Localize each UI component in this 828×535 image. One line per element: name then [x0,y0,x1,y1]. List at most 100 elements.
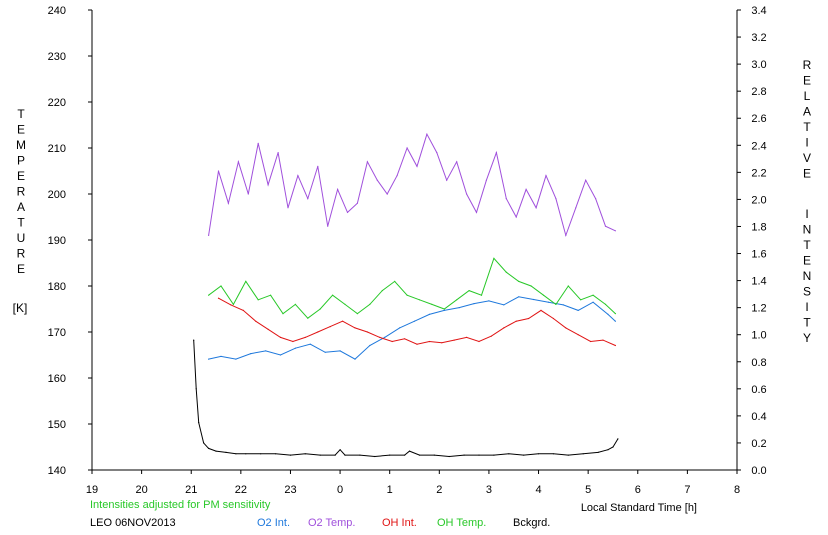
data-point-bckgrd [607,449,609,451]
data-point-o2-temp [456,161,458,163]
data-point-o2-int [384,336,386,338]
data-point-oh-int [503,327,505,329]
data-point-oh-temp [418,299,421,301]
left-tick-label: 190 [48,235,66,247]
data-point-bckgrd [245,453,247,455]
data-point-o2-temp [575,207,577,209]
sensitivity-note: Intensities adjusted for PM sensitivity [90,499,271,511]
right-tick-label: 2.4 [751,140,766,152]
data-point-bckgrd [463,454,465,456]
data-point-oh-temp [220,285,222,287]
left-label-letter: E [17,262,25,276]
data-point-bckgrd [493,454,495,456]
right-label-letter: E [803,254,811,268]
data-point-oh-int [416,343,418,345]
left-tick-label: 230 [48,51,66,63]
data-point-o2-temp [267,184,269,186]
right-tick-label: 1.6 [751,249,766,261]
data-point-o2-int [533,298,535,301]
right-label-letter: T [803,316,811,330]
data-point-bckgrd [617,438,619,440]
x-tick-label: 19 [86,484,98,496]
data-point-oh-int [379,336,381,338]
data-point-bckgrd [339,449,341,451]
data-point-o2-int [413,320,416,322]
data-point-oh-int [404,338,406,340]
data-point-oh-int [304,336,306,338]
series-line-bckgrd [193,340,619,458]
data-point-bckgrd [582,453,584,455]
data-point-o2-int [399,327,401,329]
data-point-bckgrd [552,453,555,455]
data-point-o2-int [324,351,326,353]
data-point-o2-int [577,309,579,311]
data-point-o2-int [518,296,520,298]
data-point-bckgrd [215,450,217,452]
data-point-oh-int [342,320,344,322]
right-label-letter: I [805,300,808,314]
data-point-oh-int [453,339,455,341]
data-point-oh-int [279,336,282,338]
data-point-o2-temp [604,225,607,227]
data-point-o2-temp [208,234,210,236]
data-point-oh-temp [406,294,408,296]
data-point-bckgrd [198,422,200,424]
data-point-o2-int [547,301,550,303]
data-point-o2-int [443,309,445,311]
data-point-oh-temp [567,285,569,287]
data-point-o2-temp [277,152,279,154]
data-point-oh-int [590,340,592,343]
data-point-bckgrd [208,447,210,449]
data-point-o2-temp [505,198,507,200]
data-point-bckgrd [193,339,195,341]
legend-o2-int: O2 Int. [257,517,290,529]
data-point-oh-temp [356,313,358,315]
x-tick-label: 3 [486,484,492,496]
data-point-bckgrd [359,454,361,456]
data-point-o2-temp [475,211,478,213]
data-point-o2-int [354,358,356,360]
right-tick-label: 0.6 [751,384,766,396]
data-point-oh-temp [456,299,458,301]
data-point-oh-temp [282,313,284,315]
data-point-oh-temp [580,299,582,301]
data-point-oh-temp [468,290,470,292]
left-label-letter: A [17,200,25,214]
right-tick-label: 2.8 [751,86,766,98]
data-point-o2-int [562,304,564,306]
legend-oh-temp: OH Temp. [437,517,486,529]
data-point-o2-temp [535,207,537,209]
data-point-oh-temp [270,294,272,296]
right-tick-label: 2.0 [751,194,766,206]
left-label-letter: R [17,247,26,261]
right-tick-label: 1.0 [751,330,766,342]
data-point-oh-int [552,317,555,320]
data-point-oh-temp [245,280,247,282]
data-point-o2-temp [595,198,597,200]
series-line-o2-int [208,296,616,360]
right-tick-label: 0.2 [751,438,766,450]
x-tick-label: 20 [135,484,147,496]
data-point-o2-int [265,350,267,352]
right-label-letter: N [803,269,812,283]
data-point-oh-int [515,320,517,322]
legend-oh-int: OH Int. [382,517,417,529]
data-point-bckgrd [260,453,262,455]
left-label-letter: U [17,231,26,245]
data-point-oh-int [267,328,269,330]
data-point-o2-temp [426,133,428,135]
data-point-bckgrd [203,442,205,444]
data-point-bckgrd [344,454,346,456]
data-point-bckgrd [404,454,406,456]
data-point-bckgrd [612,446,614,448]
legend-o2-temp: O2 Temp. [308,517,356,529]
data-point-o2-temp [555,198,557,200]
data-point-o2-temp [317,165,319,167]
data-point-oh-temp [530,285,532,287]
data-point-o2-int [208,358,210,360]
data-point-bckgrd [433,454,435,456]
data-point-o2-int [250,353,252,355]
data-point-o2-temp [307,198,309,200]
left-unit-label: [K] [13,301,28,315]
